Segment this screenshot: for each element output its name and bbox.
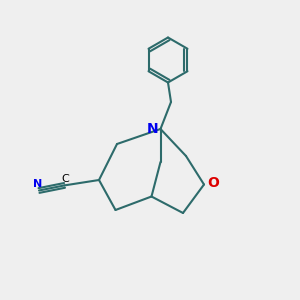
Text: C: C [61,174,69,184]
Text: O: O [207,176,219,190]
Text: N: N [146,122,158,136]
Text: N: N [33,179,42,189]
